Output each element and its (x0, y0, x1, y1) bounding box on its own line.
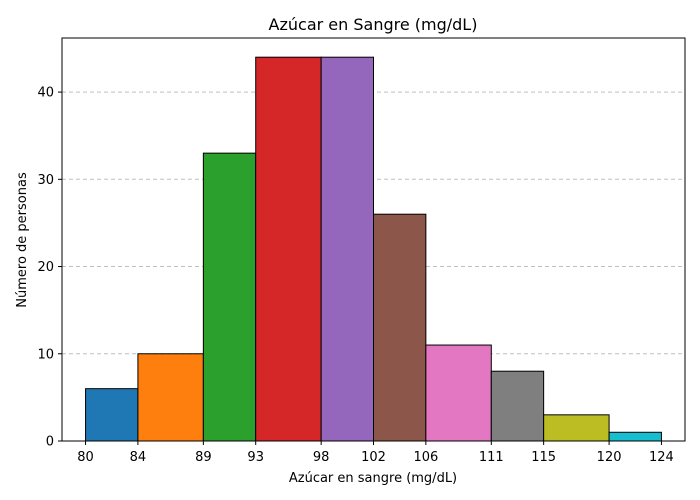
y-tick-label: 0 (46, 435, 54, 450)
histogram-bar (608, 431, 662, 442)
histogram-bar (255, 56, 322, 442)
histogram-bar (425, 344, 492, 442)
y-tick-label: 10 (37, 347, 54, 362)
y-axis-label: Número de personas (15, 172, 30, 308)
histogram-bar (373, 213, 427, 442)
x-axis: 80 84 89 93 98 102 106 111 115 120 124 (77, 441, 674, 465)
x-tick-label: 124 (649, 450, 674, 465)
x-tick-label: 80 (77, 450, 94, 465)
x-tick-label: 93 (247, 450, 264, 465)
y-tick-label: 40 (37, 86, 54, 101)
x-tick-label: 111 (479, 450, 504, 465)
x-tick-label: 106 (413, 450, 438, 465)
histogram-bar (490, 370, 545, 442)
x-tick-label: 102 (361, 450, 386, 465)
x-tick-label: 84 (130, 450, 147, 465)
x-axis-label: Azúcar en sangre (mg/dL) (289, 471, 457, 486)
x-tick-label: 89 (195, 450, 212, 465)
histogram-bar (320, 56, 375, 442)
chart-title: Azúcar en Sangre (mg/dL) (269, 15, 478, 34)
histogram-bar (137, 353, 204, 442)
x-tick-label: 120 (597, 450, 622, 465)
histogram-bar (543, 414, 610, 442)
y-tick-label: 30 (37, 173, 54, 188)
y-tick-label: 20 (37, 260, 54, 275)
x-tick-label: 98 (313, 450, 330, 465)
bars (85, 56, 662, 442)
x-tick-label: 115 (531, 450, 556, 465)
histogram-bar (202, 152, 257, 442)
histogram-bar (85, 388, 139, 442)
y-axis: 0 10 20 30 40 (37, 86, 62, 450)
